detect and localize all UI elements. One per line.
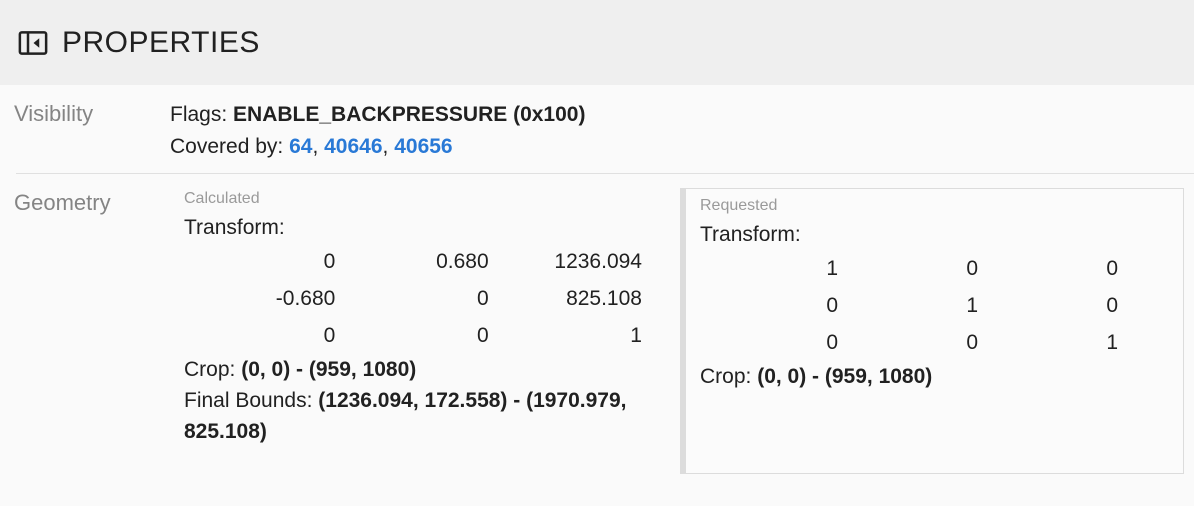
calculated-crop-row: Crop: (0, 0) - (959, 1080) [184,354,670,385]
visibility-body: Flags: ENABLE_BACKPRESSURE (0x100) Cover… [170,99,1194,163]
matrix-cell: 0 [323,324,336,347]
covered-by-label: Covered by: [170,135,284,158]
matrix-cell: 0 [966,257,978,280]
matrix-cell: 0 [826,294,838,317]
section-label-visibility: Visibility [14,101,94,126]
calculated-crop-label: Crop: [184,358,236,381]
calculated-transform-label: Transform: [184,216,285,239]
matrix-cell: 0 [476,324,489,347]
matrix-cell: 1 [966,294,978,317]
matrix-cell: 0 [323,250,336,273]
requested-sub-label: Requested [700,197,778,214]
matrix-cell: 0 [476,287,489,310]
matrix-cell: 825.108 [566,287,642,310]
calculated-sub-label: Calculated [184,190,260,207]
geometry-calculated-column: Calculated Transform: 0 0.680 1236.094 -… [184,188,680,447]
matrix-cell: 0 [826,331,838,354]
requested-crop-label: Crop: [700,365,752,388]
matrix-cell: 1 [826,257,838,280]
calculated-final-bounds-value: (1236.094, 172.558) - (1970.979, 825.108… [184,389,627,443]
matrix-cell: -0.680 [275,287,336,310]
flags-label: Flags: [170,103,228,126]
calculated-transform-matrix: 0 0.680 1236.094 -0.680 0 825.108 0 0 1 [184,243,644,354]
matrix-cell: 1 [630,324,642,347]
flags-row: Flags: ENABLE_BACKPRESSURE (0x100) [170,99,1194,131]
section-label-geometry: Geometry [14,190,111,215]
covered-by-link-0[interactable]: 64 [289,135,313,158]
covered-by-link-2[interactable]: 40656 [394,135,453,158]
matrix-cell: 1 [1106,331,1118,354]
flags-value: ENABLE_BACKPRESSURE (0x100) [233,103,586,126]
requested-transform-label: Transform: [700,223,801,246]
page-title: PROPERTIES [62,25,260,59]
covered-by-separator-1: , [382,135,389,158]
calculated-crop-value: (0, 0) - (959, 1080) [241,358,417,381]
matrix-cell: 1236.094 [554,250,642,273]
matrix-cell: 0 [966,331,978,354]
covered-by-separator-0: , [312,135,319,158]
section-visibility: Visibility Flags: ENABLE_BACKPRESSURE (0… [0,85,1194,173]
calculated-final-bounds-label: Final Bounds: [184,389,313,412]
calculated-final-bounds-row: Final Bounds: (1236.094, 172.558) - (197… [184,385,670,447]
geometry-requested-column: Requested Transform: 1 0 0 0 1 0 0 0 1 C… [680,188,1184,474]
requested-transform-matrix: 1 0 0 0 1 0 0 0 1 [700,250,1120,361]
covered-by-link-1[interactable]: 40646 [324,135,383,158]
covered-by-row: Covered by: 64, 40646, 40656 [170,131,1194,163]
geometry-body: Calculated Transform: 0 0.680 1236.094 -… [184,188,1194,474]
requested-crop-row: Crop: (0, 0) - (959, 1080) [700,361,1173,392]
matrix-cell: 0 [1106,294,1118,317]
requested-crop-value: (0, 0) - (959, 1080) [757,365,933,388]
section-geometry: Geometry Calculated Transform: 0 0.680 1… [14,173,1194,484]
matrix-cell: 0.680 [436,250,489,273]
panel-collapse-left-icon[interactable] [18,28,48,58]
matrix-cell: 0 [1106,257,1118,280]
properties-header: PROPERTIES [0,0,1194,85]
